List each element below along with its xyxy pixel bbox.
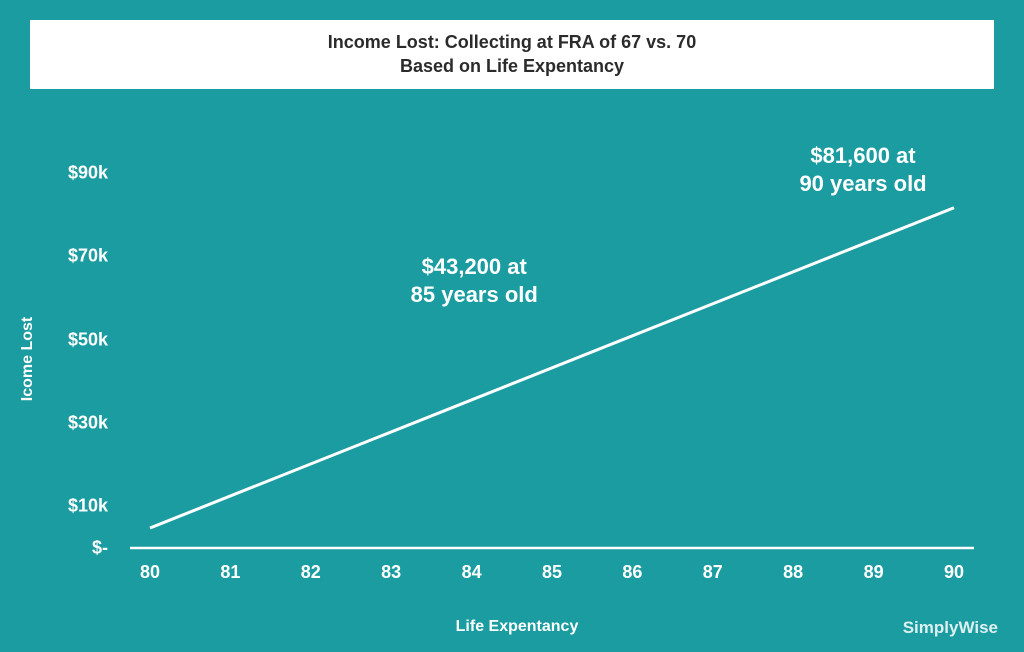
chart-annotation: $81,600 at90 years old — [799, 142, 926, 197]
annotation-line2: 90 years old — [799, 170, 926, 198]
x-tick-label: 90 — [944, 562, 964, 583]
x-tick-label: 81 — [220, 562, 240, 583]
x-tick-label: 80 — [140, 562, 160, 583]
y-tick-label: $50k — [68, 329, 108, 350]
y-tick-label: $10k — [68, 496, 108, 517]
y-tick-label: $30k — [68, 412, 108, 433]
x-axis-label: Life Expentancy — [456, 618, 579, 636]
chart-title: Income Lost: Collecting at FRA of 67 vs.… — [30, 20, 994, 89]
annotation-line1: $81,600 at — [799, 142, 926, 170]
y-tick-label: $- — [92, 538, 108, 559]
x-tick-label: 83 — [381, 562, 401, 583]
x-tick-label: 87 — [703, 562, 723, 583]
plot-wrap: Icome Lost $-$10k$30k$50k$70k$90k8081828… — [40, 125, 994, 592]
y-tick-label: $90k — [68, 162, 108, 183]
x-tick-label: 82 — [301, 562, 321, 583]
x-tick-label: 85 — [542, 562, 562, 583]
x-tick-label: 86 — [622, 562, 642, 583]
chart-title-line2: Based on Life Expentancy — [50, 54, 974, 78]
y-axis-label: Icome Lost — [19, 316, 37, 400]
x-tick-label: 84 — [462, 562, 482, 583]
annotation-line2: 85 years old — [411, 281, 538, 309]
x-tick-label: 89 — [864, 562, 884, 583]
chart-title-line1: Income Lost: Collecting at FRA of 67 vs.… — [50, 30, 974, 54]
y-tick-label: $70k — [68, 246, 108, 267]
annotation-line1: $43,200 at — [411, 253, 538, 281]
chart-annotation: $43,200 at85 years old — [411, 253, 538, 308]
plot-area: $-$10k$30k$50k$70k$90k808182838485868788… — [120, 125, 984, 552]
branding-text: SimplyWise — [903, 618, 998, 638]
x-tick-label: 88 — [783, 562, 803, 583]
